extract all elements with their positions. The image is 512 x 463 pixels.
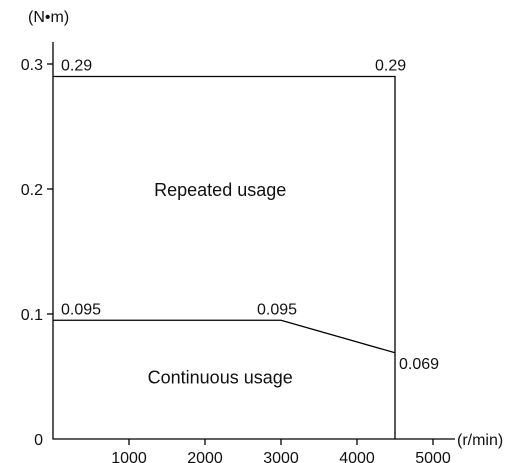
data-label-cont-end: 0.069 bbox=[399, 356, 439, 373]
data-label-cont-start: 0.095 bbox=[61, 301, 101, 318]
x-axis-unit: (r/min) bbox=[457, 432, 503, 449]
x-tick-label-5000: 5000 bbox=[415, 450, 451, 463]
series-line-repeated bbox=[53, 75, 396, 439]
y-axis-unit: (N•m) bbox=[28, 9, 69, 26]
x-tick-label-4000: 4000 bbox=[339, 450, 375, 463]
data-label-rep-start: 0.29 bbox=[61, 58, 92, 75]
data-labels: 0.29 0.29 0.095 0.095 0.069 bbox=[61, 58, 439, 373]
y-tick-label-0.3: 0.3 bbox=[21, 57, 43, 74]
axis-lines bbox=[52, 42, 455, 440]
axes bbox=[52, 42, 455, 440]
tick-labels: 0 0.1 0.2 0.3 1000 2000 3000 4000 5000 bbox=[21, 57, 451, 463]
x-tick-label-2000: 2000 bbox=[187, 450, 223, 463]
data-label-rep-end: 0.29 bbox=[375, 58, 406, 75]
x-tick-label-1000: 1000 bbox=[111, 450, 147, 463]
y-tick-label-0.1: 0.1 bbox=[21, 307, 43, 324]
series-lines bbox=[53, 75, 396, 439]
region-labels: Repeated usage Continuous usage bbox=[148, 180, 293, 388]
ticks bbox=[47, 63, 434, 445]
region-label-continuous: Continuous usage bbox=[148, 368, 293, 388]
data-label-cont-knee: 0.095 bbox=[257, 301, 297, 318]
region-label-repeated: Repeated usage bbox=[154, 180, 286, 200]
series-line-continuous bbox=[53, 319, 396, 354]
y-tick-label-0.2: 0.2 bbox=[21, 182, 43, 199]
y-tick-label-0: 0 bbox=[34, 432, 43, 449]
x-tick-label-3000: 3000 bbox=[263, 450, 299, 463]
